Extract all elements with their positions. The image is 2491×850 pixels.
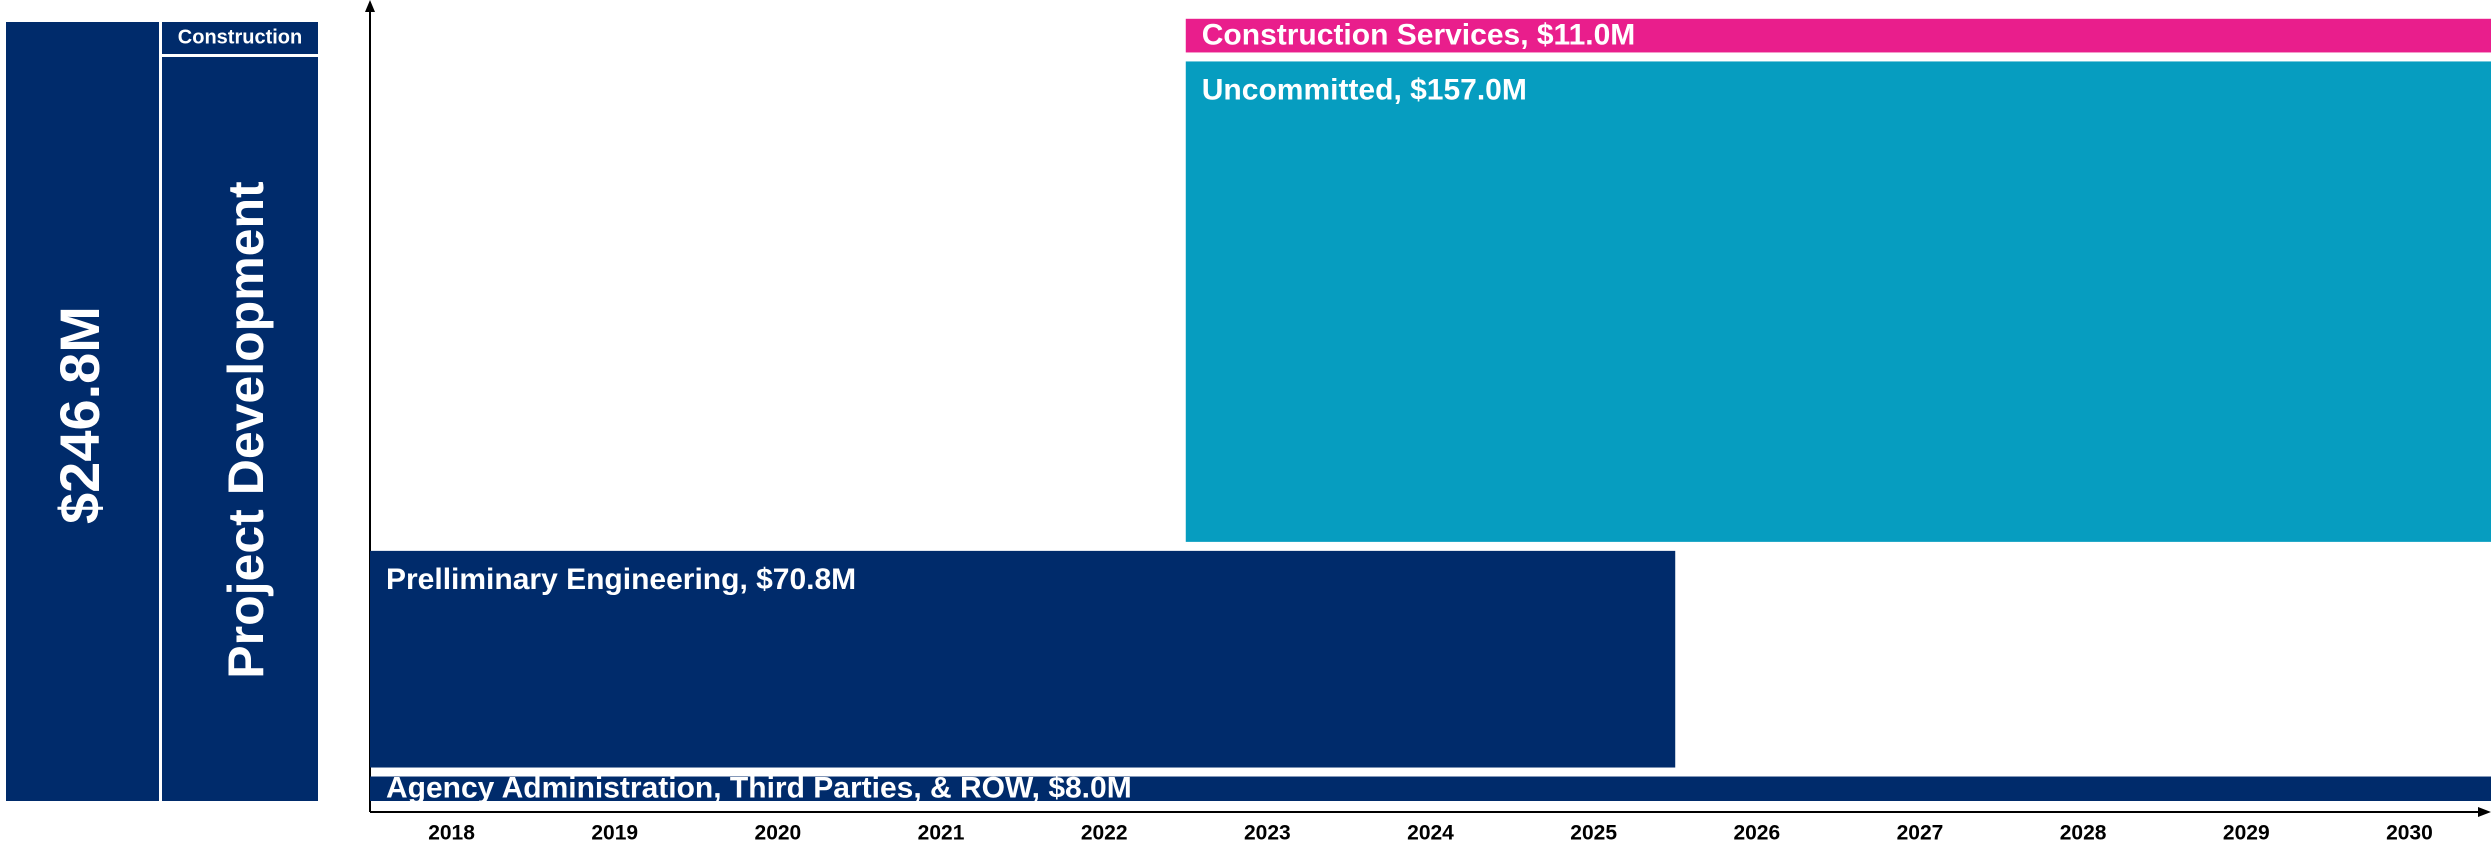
x-tick-label: 2030 bbox=[2386, 822, 2433, 845]
task-label: Prelliminary Engineering, $70.8M bbox=[386, 563, 856, 596]
x-axis-arrow bbox=[2478, 807, 2491, 817]
task-bar bbox=[370, 776, 2491, 801]
x-tick-label: 2025 bbox=[1570, 822, 1617, 845]
header-label: Construction bbox=[178, 26, 302, 48]
task-label: Agency Administration, Third Parties, & … bbox=[386, 772, 1132, 805]
x-tick-label: 2028 bbox=[2060, 822, 2107, 845]
task-bar bbox=[1185, 18, 2491, 53]
total-label: $246.8M bbox=[48, 306, 111, 524]
x-tick-label: 2024 bbox=[1407, 822, 1454, 845]
phase-panel bbox=[162, 57, 318, 801]
task-label: Construction Services, $11.0M bbox=[1202, 19, 1636, 52]
task-bar bbox=[370, 550, 1676, 768]
total-panel bbox=[6, 22, 159, 801]
x-tick-label: 2021 bbox=[918, 822, 965, 845]
task-label: Uncommitted, $157.0M bbox=[1202, 73, 1527, 106]
header-panel bbox=[162, 22, 318, 54]
x-tick-label: 2019 bbox=[591, 822, 638, 845]
x-tick-label: 2026 bbox=[1733, 822, 1780, 845]
x-tick-label: 2027 bbox=[1897, 822, 1944, 845]
phase-label: Project Development bbox=[218, 181, 274, 679]
y-axis-arrow bbox=[365, 0, 375, 12]
task-bar bbox=[1185, 61, 2491, 542]
x-tick-label: 2022 bbox=[1081, 822, 1128, 845]
x-tick-label: 2018 bbox=[428, 822, 475, 845]
x-tick-label: 2023 bbox=[1244, 822, 1291, 845]
x-tick-label: 2029 bbox=[2223, 822, 2270, 845]
x-tick-label: 2020 bbox=[755, 822, 802, 845]
